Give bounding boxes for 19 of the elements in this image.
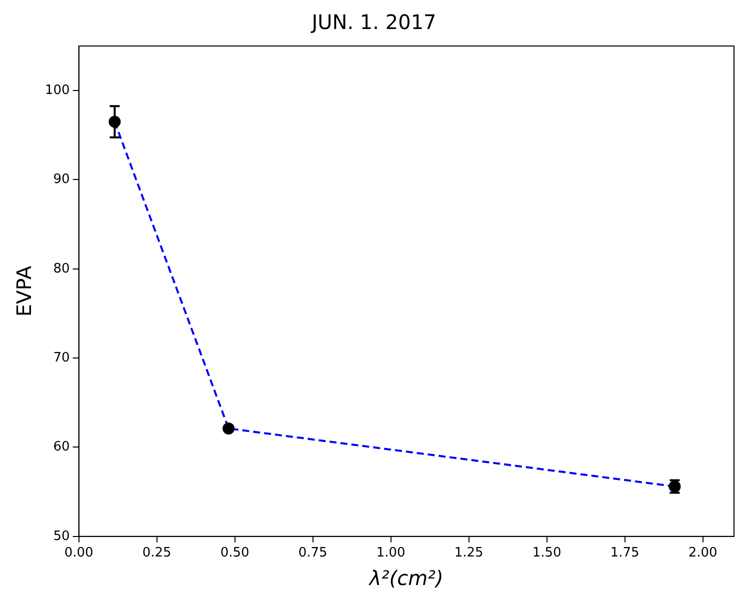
y-tick-label: 60 <box>53 440 70 455</box>
x-tick-label: 0.75 <box>298 546 328 561</box>
x-tick-label: 1.75 <box>610 546 640 561</box>
point <box>222 422 235 435</box>
x-tick-label: 1.00 <box>376 546 406 561</box>
x-tick-label: 1.25 <box>454 546 484 561</box>
x-tick-label: 2.00 <box>688 546 718 561</box>
y-tick-label: 90 <box>53 172 70 188</box>
x-tick-label: 0.25 <box>142 546 172 561</box>
chart-title: JUN. 1. 2017 <box>310 10 436 34</box>
y-tick-label: 100 <box>44 82 70 98</box>
x-tick-label: 1.50 <box>532 546 562 561</box>
x-tick-label: 0.00 <box>64 546 94 561</box>
y-axis-title: EVPA <box>12 265 36 317</box>
x-axis-title: λ²(cm²) <box>368 566 444 590</box>
y-tick-label: 50 <box>53 528 70 544</box>
y-tick-label: 80 <box>53 261 70 276</box>
x-tick-label: 0.50 <box>220 546 250 561</box>
y-tick-label: 70 <box>53 350 70 366</box>
